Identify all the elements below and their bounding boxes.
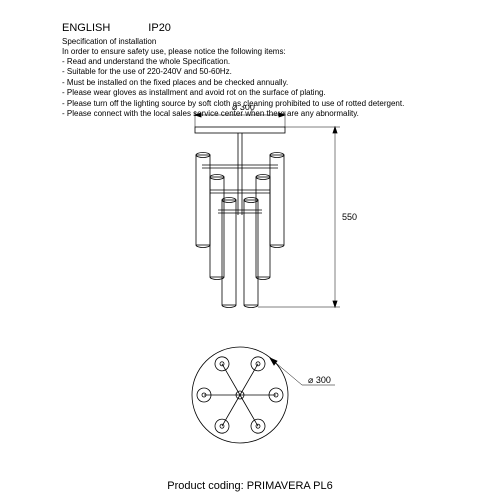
dim-diameter-top: ⌀ 300 <box>232 105 255 112</box>
technical-drawing: ⌀ 300 550 ⌀ 300 <box>0 105 500 475</box>
product-code-value: PRIMAVERA PL6 <box>247 480 333 492</box>
spec-item: - Must be installed on the fixed places … <box>62 78 404 88</box>
product-code-label: Product coding: <box>167 480 243 492</box>
dim-height: 550 <box>342 212 357 222</box>
dim-diameter-bottom: ⌀ 300 <box>308 375 331 385</box>
ip-rating: IP20 <box>148 22 171 34</box>
language-label: ENGLISH <box>62 22 110 34</box>
spec-intro: In order to ensure safety use, please no… <box>62 47 404 56</box>
spec-item: - Read and understand the whole Specific… <box>62 57 404 67</box>
spec-title: Specification of installation <box>62 37 404 46</box>
spec-item: - Suitable for the use of 220-240V and 5… <box>62 67 404 77</box>
product-code-line: Product coding: PRIMAVERA PL6 <box>0 480 500 492</box>
spec-item: - Please wear gloves as installment and … <box>62 88 404 98</box>
